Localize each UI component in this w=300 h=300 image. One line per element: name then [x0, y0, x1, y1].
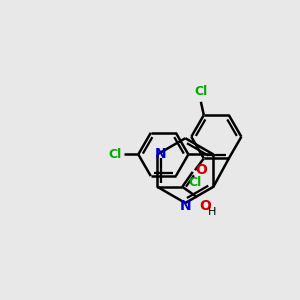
Text: O: O [195, 164, 207, 177]
Text: Cl: Cl [194, 85, 208, 98]
Text: Cl: Cl [108, 148, 121, 161]
Text: N: N [154, 147, 166, 161]
Text: O: O [199, 199, 211, 213]
Text: Cl: Cl [188, 176, 202, 188]
Text: N: N [179, 199, 191, 213]
Text: H: H [208, 207, 216, 217]
